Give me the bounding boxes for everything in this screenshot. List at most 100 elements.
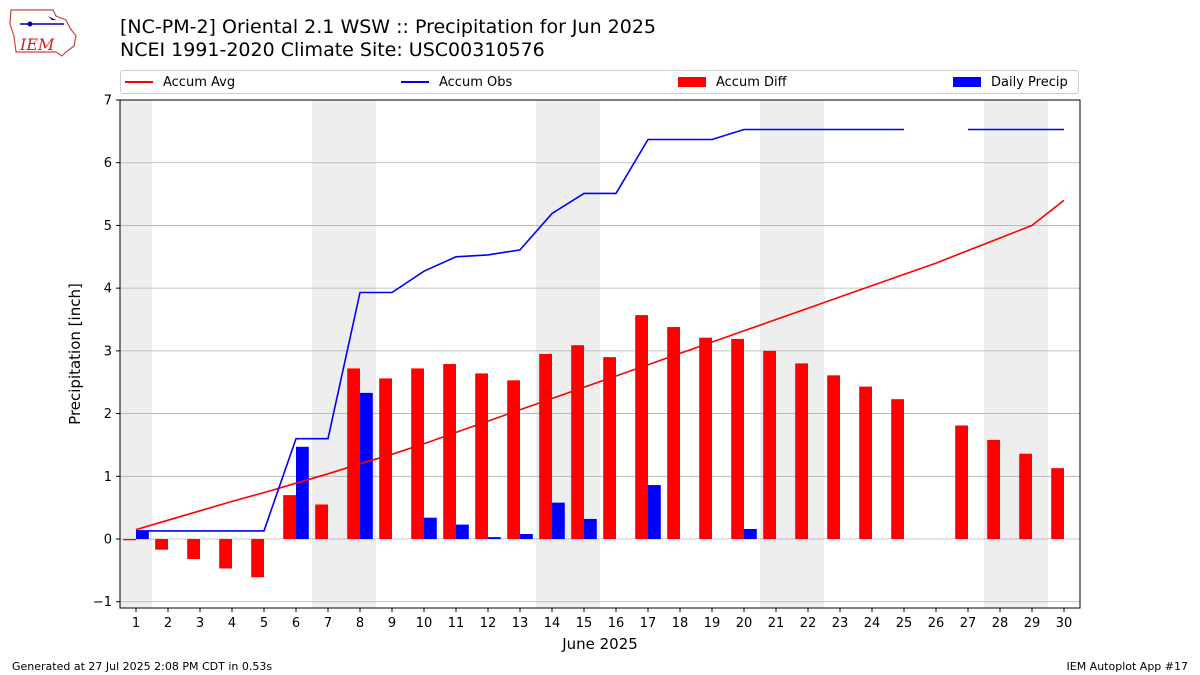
x-tick-label-8: 8 xyxy=(356,616,364,631)
accum-diff-bar-day-28 xyxy=(987,439,1000,540)
accum-diff-bar-day-13 xyxy=(507,380,520,540)
legend-item-avg: Accum Avg xyxy=(125,74,235,90)
accum-diff-bar-day-7 xyxy=(315,504,328,540)
accum-diff-bar-day-5 xyxy=(251,539,264,578)
accum-diff-bar-day-27 xyxy=(955,425,968,540)
daily-precip-bar-day-13 xyxy=(520,533,533,540)
daily-precip-bar-day-20 xyxy=(744,528,757,540)
accum-diff-bar-day-4 xyxy=(219,539,232,569)
x-tick-label-17: 17 xyxy=(640,616,657,631)
daily-precip-bar-day-10 xyxy=(424,517,437,540)
y-axis-label: Precipitation [inch] xyxy=(66,283,84,425)
x-tick-label-7: 7 xyxy=(324,616,332,631)
accum-diff-bar-day-8 xyxy=(347,368,360,540)
legend: Accum Avg Accum Obs Accum Diff Daily Pre… xyxy=(120,70,1079,94)
y-tick-label-3: 3 xyxy=(104,344,112,359)
daily-precip-bar-day-8 xyxy=(360,392,373,540)
x-tick-label-15: 15 xyxy=(576,616,593,631)
iem-logo: IEM xyxy=(9,9,77,57)
daily-precip-bar-day-1 xyxy=(136,530,149,540)
x-tick-label-11: 11 xyxy=(448,616,465,631)
accum-diff-bar-day-3 xyxy=(187,539,200,560)
x-axis-label: June 2025 xyxy=(561,635,638,653)
legend-swatch-daily xyxy=(953,77,981,87)
y-tick-label--1: −1 xyxy=(93,595,112,610)
accum-diff-bar-day-16 xyxy=(603,357,616,540)
accum-diff-bar-day-2 xyxy=(155,539,168,550)
app-footer: IEM Autoplot App #17 xyxy=(1066,660,1189,673)
y-tick-label-7: 7 xyxy=(104,94,112,109)
x-tick-label-29: 29 xyxy=(1024,616,1041,631)
accum-diff-bar-day-29 xyxy=(1019,453,1032,540)
legend-label-daily: Daily Precip xyxy=(991,74,1068,90)
logo-text: IEM xyxy=(19,35,55,54)
accum-diff-bar-day-19 xyxy=(699,337,712,540)
x-tick-label-2: 2 xyxy=(164,616,172,631)
x-tick-label-1: 1 xyxy=(132,616,140,631)
x-tick-label-25: 25 xyxy=(896,616,913,631)
x-tick-label-18: 18 xyxy=(672,616,689,631)
x-tick-label-20: 20 xyxy=(736,616,753,631)
y-tick-label-1: 1 xyxy=(104,470,112,485)
accum-diff-bar-day-25 xyxy=(891,399,904,540)
accum-diff-bar-day-11 xyxy=(443,364,456,540)
legend-swatch-diff xyxy=(678,77,706,87)
y-tick-label-0: 0 xyxy=(104,533,112,548)
chart-title: [NC-PM-2] Oriental 2.1 WSW :: Precipitat… xyxy=(120,16,656,38)
generated-footer: Generated at 27 Jul 2025 2:08 PM CDT in … xyxy=(12,660,273,673)
legend-label-diff: Accum Diff xyxy=(716,74,787,90)
legend-label-obs: Accum Obs xyxy=(439,74,513,90)
x-tick-label-30: 30 xyxy=(1056,616,1073,631)
x-tick-label-5: 5 xyxy=(260,616,268,631)
y-tick-label-5: 5 xyxy=(104,219,112,234)
daily-precip-bar-day-6 xyxy=(296,446,309,540)
x-tick-label-12: 12 xyxy=(480,616,497,631)
daily-precip-bar-day-11 xyxy=(456,524,469,540)
x-tick-label-3: 3 xyxy=(196,616,204,631)
accum-diff-bar-day-1 xyxy=(123,539,136,541)
plot-frame xyxy=(119,99,1081,609)
legend-swatch-obs xyxy=(401,81,429,83)
x-tick-label-10: 10 xyxy=(416,616,433,631)
accum-diff-bar-day-24 xyxy=(859,386,872,540)
x-tick-label-13: 13 xyxy=(512,616,529,631)
x-tick-label-26: 26 xyxy=(928,616,945,631)
y-tick-label-6: 6 xyxy=(104,156,112,171)
daily-precip-bar-day-12 xyxy=(488,537,501,540)
x-tick-label-6: 6 xyxy=(292,616,300,631)
daily-precip-bar-day-15 xyxy=(584,518,597,540)
chart-subtitle: NCEI 1991-2020 Climate Site: USC00310576 xyxy=(120,39,545,61)
accum-diff-bar-day-21 xyxy=(763,350,776,540)
x-tick-label-9: 9 xyxy=(388,616,396,631)
accum-diff-bar-day-14 xyxy=(539,354,552,540)
x-tick-label-14: 14 xyxy=(544,616,561,631)
weekend-shade-day-1 xyxy=(120,100,152,608)
accum-diff-bar-day-10 xyxy=(411,368,424,540)
accum-diff-bar-day-6 xyxy=(283,495,296,540)
accum-obs-line-segment-0 xyxy=(136,128,904,532)
legend-item-diff: Accum Diff xyxy=(678,74,787,90)
x-tick-label-16: 16 xyxy=(608,616,625,631)
accum-diff-bar-day-23 xyxy=(827,375,840,540)
accum-diff-bar-day-18 xyxy=(667,327,680,540)
x-tick-label-27: 27 xyxy=(960,616,977,631)
y-tick-label-2: 2 xyxy=(104,407,112,422)
accum-diff-bar-day-17 xyxy=(635,315,648,540)
daily-precip-bar-day-14 xyxy=(552,502,565,540)
x-tick-label-4: 4 xyxy=(228,616,236,631)
legend-swatch-avg xyxy=(125,81,153,83)
legend-item-obs: Accum Obs xyxy=(401,74,512,90)
legend-label-avg: Accum Avg xyxy=(163,74,236,90)
x-tick-label-22: 22 xyxy=(800,616,817,631)
daily-precip-bar-day-17 xyxy=(648,485,661,540)
x-tick-label-19: 19 xyxy=(704,616,721,631)
x-tick-label-24: 24 xyxy=(864,616,881,631)
accum-diff-bar-day-9 xyxy=(379,378,392,540)
accum-diff-bar-day-12 xyxy=(475,373,488,540)
legend-item-daily: Daily Precip xyxy=(953,74,1068,90)
x-tick-label-23: 23 xyxy=(832,616,849,631)
x-tick-label-21: 21 xyxy=(768,616,785,631)
accum-avg-line-segment-0 xyxy=(135,199,1065,531)
x-tick-label-28: 28 xyxy=(992,616,1009,631)
